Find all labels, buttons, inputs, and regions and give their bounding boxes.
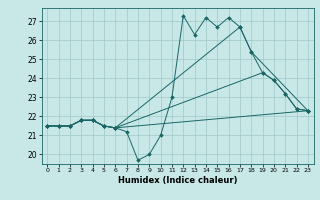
X-axis label: Humidex (Indice chaleur): Humidex (Indice chaleur): [118, 176, 237, 185]
